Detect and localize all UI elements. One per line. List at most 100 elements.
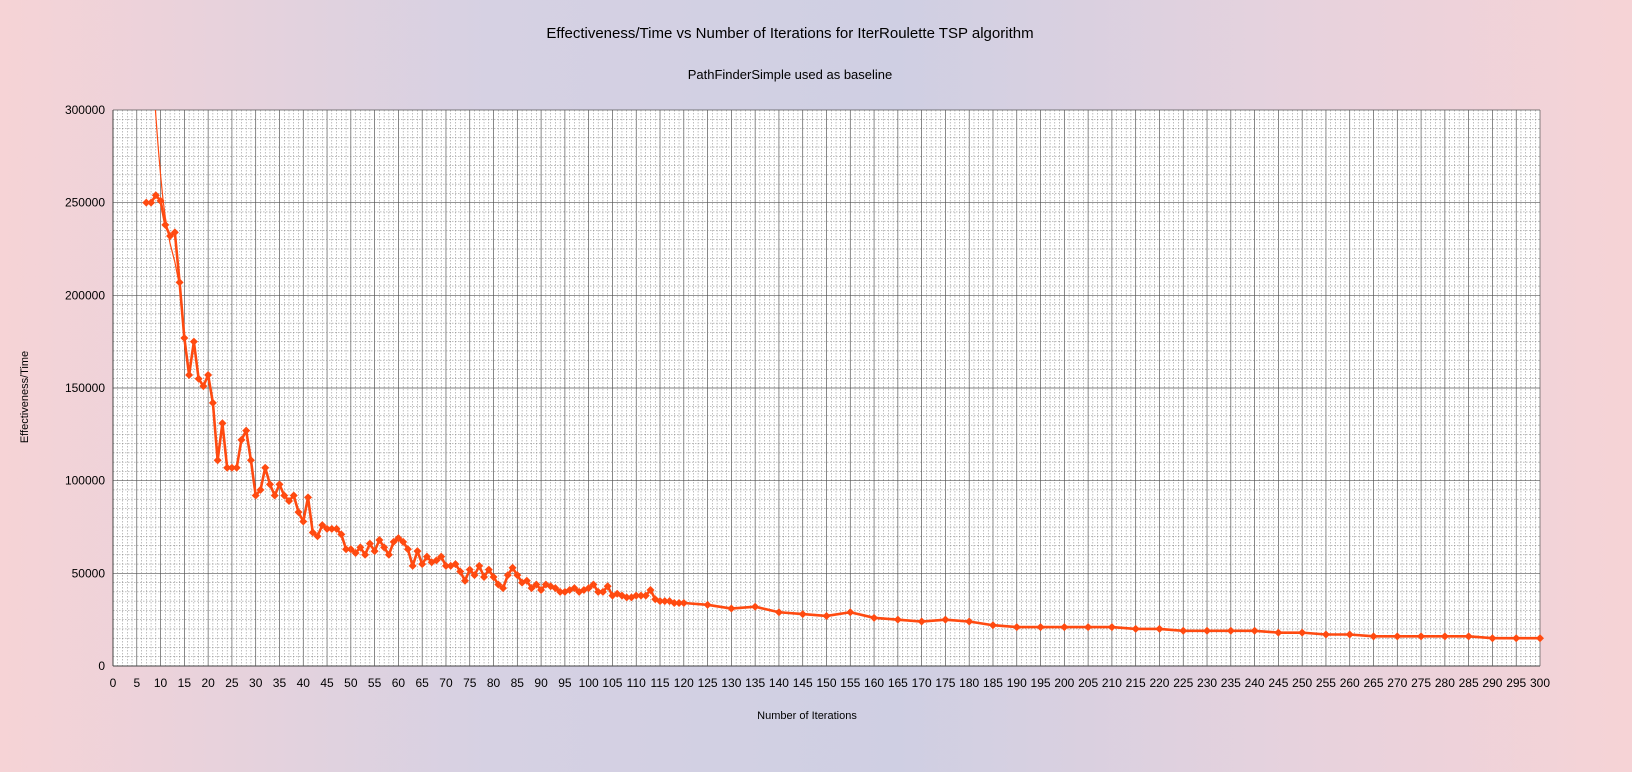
data-point (594, 587, 603, 596)
data-point (432, 556, 441, 565)
data-point (636, 591, 645, 600)
x-tick-label: 125 (698, 676, 718, 690)
x-tick-label: 245 (1268, 676, 1288, 690)
data-point (327, 524, 336, 533)
data-point (675, 598, 684, 607)
data-point (460, 576, 469, 585)
data-point (299, 517, 308, 526)
data-point (489, 573, 498, 582)
x-tick-label: 120 (674, 676, 694, 690)
x-tick-label: 195 (1031, 676, 1051, 690)
data-point (532, 580, 541, 589)
data-point (375, 535, 384, 544)
x-tick-label: 220 (1149, 676, 1169, 690)
data-point (494, 580, 503, 589)
data-point (332, 524, 341, 533)
x-tick-label: 10 (154, 676, 168, 690)
data-point (422, 552, 431, 561)
x-tick-label: 265 (1364, 676, 1384, 690)
data-point (185, 371, 194, 380)
data-point (356, 543, 365, 552)
x-tick-label: 215 (1126, 676, 1146, 690)
data-point (403, 545, 412, 554)
x-tick-label: 135 (745, 676, 765, 690)
y-tick-label: 150000 (65, 381, 105, 395)
x-tick-label: 205 (1078, 676, 1098, 690)
data-point (365, 539, 374, 548)
data-point (437, 552, 446, 561)
data-point (313, 532, 322, 541)
data-point (1464, 632, 1473, 641)
data-point (180, 333, 189, 342)
x-tick-label: 95 (558, 676, 572, 690)
x-tick-label: 250 (1292, 676, 1312, 690)
data-point (318, 521, 327, 530)
data-point (156, 196, 165, 205)
x-tick-label: 275 (1411, 676, 1431, 690)
data-point (408, 561, 417, 570)
grid (112, 109, 1541, 667)
x-tick-label: 180 (959, 676, 979, 690)
x-tick-label: 225 (1173, 676, 1193, 690)
x-tick-label: 300 (1530, 676, 1550, 690)
data-point (189, 337, 198, 346)
x-tick-label: 175 (935, 676, 955, 690)
data-point (342, 545, 351, 554)
data-point (289, 491, 298, 500)
data-point (893, 615, 902, 624)
data-point (351, 548, 360, 557)
data-point (475, 561, 484, 570)
data-point (584, 584, 593, 593)
series-line (146, 193, 1540, 640)
data-point (275, 480, 284, 489)
series (142, 110, 1544, 643)
data-point (237, 435, 246, 444)
x-tick-label: 45 (320, 676, 334, 690)
data-point (1417, 632, 1426, 641)
x-tick-label: 155 (840, 676, 860, 690)
x-tick-label: 150 (816, 676, 836, 690)
x-tick-label: 50 (344, 676, 358, 690)
y-tick-label: 250000 (65, 196, 105, 210)
x-tick-label: 290 (1482, 676, 1502, 690)
data-point (1012, 623, 1021, 632)
x-tick-label: 15 (178, 676, 192, 690)
data-point (166, 232, 175, 241)
x-tick-label: 230 (1197, 676, 1217, 690)
data-point (361, 550, 370, 559)
data-point (170, 228, 179, 237)
x-tick-label: 165 (888, 676, 908, 690)
data-point (242, 426, 251, 435)
data-point (508, 563, 517, 572)
data-point (751, 602, 760, 611)
x-tick-label: 190 (1007, 676, 1027, 690)
data-point (1345, 630, 1354, 639)
data-point (294, 508, 303, 517)
data-point (337, 530, 346, 539)
x-tick-label: 110 (627, 676, 646, 690)
x-tick-label: 100 (579, 676, 599, 690)
data-point (632, 591, 641, 600)
x-tick-label: 80 (487, 676, 501, 690)
chart-title: Effectiveness/Time vs Number of Iteratio… (546, 25, 1033, 42)
data-point (1393, 632, 1402, 641)
data-point (451, 560, 460, 569)
data-point (870, 613, 879, 622)
data-point (822, 611, 831, 620)
data-point (727, 604, 736, 613)
data-point (537, 586, 546, 595)
x-tick-label: 130 (721, 676, 741, 690)
data-point (161, 220, 170, 229)
data-point (556, 587, 565, 596)
data-point (656, 597, 665, 606)
x-tick-label: 285 (1459, 676, 1479, 690)
x-tick-label: 185 (983, 676, 1003, 690)
data-point (208, 398, 217, 407)
data-point (670, 598, 679, 607)
data-point (522, 576, 531, 585)
x-tick-label: 235 (1221, 676, 1241, 690)
data-point (1321, 630, 1330, 639)
x-tick-label: 40 (297, 676, 311, 690)
data-point (394, 534, 403, 543)
